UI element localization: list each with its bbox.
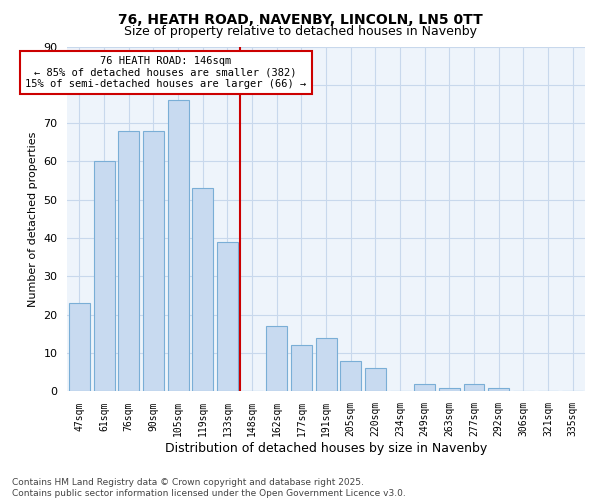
Bar <box>192 188 213 392</box>
Bar <box>266 326 287 392</box>
Bar <box>217 242 238 392</box>
Text: Contains HM Land Registry data © Crown copyright and database right 2025.
Contai: Contains HM Land Registry data © Crown c… <box>12 478 406 498</box>
Bar <box>94 162 115 392</box>
Bar <box>340 361 361 392</box>
Bar <box>439 388 460 392</box>
Bar <box>365 368 386 392</box>
Text: Size of property relative to detached houses in Navenby: Size of property relative to detached ho… <box>124 25 476 38</box>
Y-axis label: Number of detached properties: Number of detached properties <box>28 132 38 306</box>
X-axis label: Distribution of detached houses by size in Navenby: Distribution of detached houses by size … <box>165 442 487 455</box>
Text: 76, HEATH ROAD, NAVENBY, LINCOLN, LN5 0TT: 76, HEATH ROAD, NAVENBY, LINCOLN, LN5 0T… <box>118 12 482 26</box>
Text: 76 HEATH ROAD: 146sqm
← 85% of detached houses are smaller (382)
15% of semi-det: 76 HEATH ROAD: 146sqm ← 85% of detached … <box>25 56 307 90</box>
Bar <box>143 131 164 392</box>
Bar <box>291 346 312 392</box>
Bar <box>69 304 90 392</box>
Bar <box>167 100 188 392</box>
Bar <box>118 131 139 392</box>
Bar <box>464 384 484 392</box>
Bar <box>414 384 435 392</box>
Bar <box>488 388 509 392</box>
Bar <box>316 338 337 392</box>
